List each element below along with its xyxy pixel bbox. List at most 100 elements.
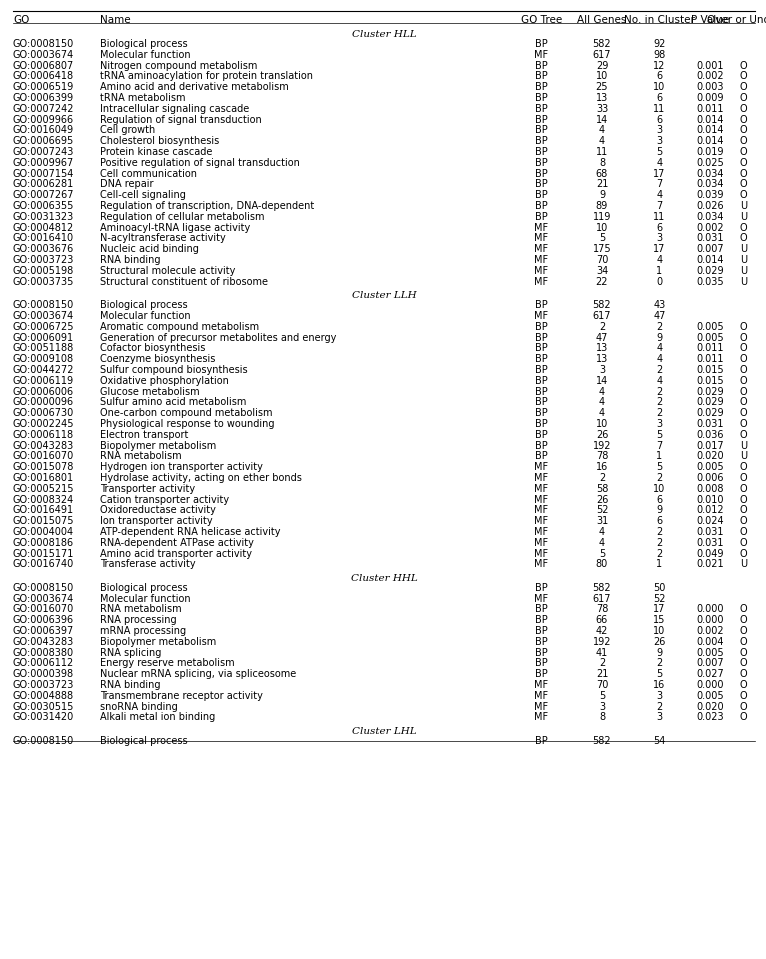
Text: 14: 14 bbox=[596, 115, 608, 125]
Text: 0.010: 0.010 bbox=[696, 495, 724, 504]
Text: GO:0000398: GO:0000398 bbox=[13, 669, 74, 679]
Text: 617: 617 bbox=[593, 311, 611, 321]
Text: BP: BP bbox=[535, 452, 548, 461]
Text: O: O bbox=[740, 430, 748, 440]
Text: GO:0006807: GO:0006807 bbox=[13, 60, 74, 71]
Text: ATP-dependent RNA helicase activity: ATP-dependent RNA helicase activity bbox=[100, 526, 280, 537]
Text: 9: 9 bbox=[656, 333, 663, 342]
Text: GO:0003723: GO:0003723 bbox=[13, 255, 74, 265]
Text: MF: MF bbox=[535, 462, 548, 472]
Text: Generation of precursor metabolites and energy: Generation of precursor metabolites and … bbox=[100, 333, 336, 342]
Text: 0: 0 bbox=[656, 276, 663, 287]
Text: BP: BP bbox=[535, 212, 548, 222]
Text: GO:0006119: GO:0006119 bbox=[13, 376, 74, 386]
Text: BP: BP bbox=[535, 321, 548, 332]
Text: 17: 17 bbox=[653, 245, 666, 254]
Text: BP: BP bbox=[535, 659, 548, 668]
Text: Molecular function: Molecular function bbox=[100, 50, 191, 59]
Text: GO:0009966: GO:0009966 bbox=[13, 115, 74, 125]
Text: BP: BP bbox=[535, 376, 548, 386]
Text: 10: 10 bbox=[596, 72, 608, 82]
Text: O: O bbox=[740, 397, 748, 408]
Text: GO:0016801: GO:0016801 bbox=[13, 473, 74, 483]
Text: Protein kinase cascade: Protein kinase cascade bbox=[100, 147, 212, 157]
Text: GO:0006112: GO:0006112 bbox=[13, 659, 74, 668]
Text: BP: BP bbox=[535, 397, 548, 408]
Text: Sulfur amino acid metabolism: Sulfur amino acid metabolism bbox=[100, 397, 247, 408]
Text: GO:0008150: GO:0008150 bbox=[13, 300, 74, 310]
Text: 8: 8 bbox=[599, 713, 605, 722]
Text: 0.014: 0.014 bbox=[696, 115, 724, 125]
Text: Cation transporter activity: Cation transporter activity bbox=[100, 495, 229, 504]
Text: BP: BP bbox=[535, 409, 548, 418]
Text: 0.005: 0.005 bbox=[696, 647, 724, 658]
Text: 0.002: 0.002 bbox=[696, 626, 724, 636]
Text: O: O bbox=[740, 136, 748, 147]
Text: MF: MF bbox=[535, 483, 548, 494]
Text: 0.020: 0.020 bbox=[696, 452, 724, 461]
Text: 6: 6 bbox=[656, 115, 663, 125]
Text: Physiological response to wounding: Physiological response to wounding bbox=[100, 419, 274, 429]
Text: GO:0004004: GO:0004004 bbox=[13, 526, 74, 537]
Text: 0.006: 0.006 bbox=[696, 473, 724, 483]
Text: GO:0006118: GO:0006118 bbox=[13, 430, 74, 440]
Text: Biological process: Biological process bbox=[100, 583, 188, 593]
Text: GO:0006725: GO:0006725 bbox=[13, 321, 74, 332]
Text: 21: 21 bbox=[596, 669, 608, 679]
Text: MF: MF bbox=[535, 594, 548, 603]
Text: GO:0006695: GO:0006695 bbox=[13, 136, 74, 147]
Text: 0.026: 0.026 bbox=[696, 201, 724, 211]
Text: 2: 2 bbox=[656, 321, 663, 332]
Text: 47: 47 bbox=[653, 311, 666, 321]
Text: O: O bbox=[740, 72, 748, 82]
Text: Amino acid transporter activity: Amino acid transporter activity bbox=[100, 549, 252, 558]
Text: No. in Cluster: No. in Cluster bbox=[624, 14, 695, 25]
Text: MF: MF bbox=[535, 702, 548, 712]
Text: Transmembrane receptor activity: Transmembrane receptor activity bbox=[100, 690, 263, 701]
Text: BP: BP bbox=[535, 115, 548, 125]
Text: 4: 4 bbox=[656, 158, 663, 168]
Text: O: O bbox=[740, 483, 748, 494]
Text: BP: BP bbox=[535, 158, 548, 168]
Text: 7: 7 bbox=[656, 440, 663, 451]
Text: Cofactor biosynthesis: Cofactor biosynthesis bbox=[100, 343, 205, 353]
Text: 22: 22 bbox=[596, 276, 608, 287]
Text: 119: 119 bbox=[593, 212, 611, 222]
Text: Intracellular signaling cascade: Intracellular signaling cascade bbox=[100, 104, 249, 114]
Text: Molecular function: Molecular function bbox=[100, 311, 191, 321]
Text: MF: MF bbox=[535, 538, 548, 548]
Text: BP: BP bbox=[535, 179, 548, 190]
Text: GO:0031323: GO:0031323 bbox=[13, 212, 74, 222]
Text: O: O bbox=[740, 626, 748, 636]
Text: 29: 29 bbox=[596, 60, 608, 71]
Text: 0.023: 0.023 bbox=[696, 713, 724, 722]
Text: BP: BP bbox=[535, 736, 548, 746]
Text: 89: 89 bbox=[596, 201, 608, 211]
Text: GO:0004812: GO:0004812 bbox=[13, 222, 74, 233]
Text: snoRNA binding: snoRNA binding bbox=[100, 702, 178, 712]
Text: 3: 3 bbox=[656, 690, 663, 701]
Text: 0.025: 0.025 bbox=[696, 158, 724, 168]
Text: 0.029: 0.029 bbox=[696, 409, 724, 418]
Text: GO:0006006: GO:0006006 bbox=[13, 386, 74, 396]
Text: 5: 5 bbox=[656, 669, 663, 679]
Text: 11: 11 bbox=[653, 212, 666, 222]
Text: 0.015: 0.015 bbox=[696, 376, 724, 386]
Text: 0.034: 0.034 bbox=[696, 212, 724, 222]
Text: 0.005: 0.005 bbox=[696, 462, 724, 472]
Text: 0.034: 0.034 bbox=[696, 169, 724, 178]
Text: MF: MF bbox=[535, 559, 548, 570]
Text: 4: 4 bbox=[599, 126, 605, 135]
Text: 2: 2 bbox=[599, 473, 605, 483]
Text: 1: 1 bbox=[656, 266, 663, 276]
Text: GO:0009967: GO:0009967 bbox=[13, 158, 74, 168]
Text: 3: 3 bbox=[599, 702, 605, 712]
Text: 92: 92 bbox=[653, 39, 666, 49]
Text: GO:0006519: GO:0006519 bbox=[13, 82, 74, 92]
Text: O: O bbox=[740, 158, 748, 168]
Text: O: O bbox=[740, 462, 748, 472]
Text: Over or Under: Over or Under bbox=[706, 14, 766, 25]
Text: GO:0006396: GO:0006396 bbox=[13, 616, 74, 625]
Text: 0.007: 0.007 bbox=[696, 659, 724, 668]
Text: GO:0006397: GO:0006397 bbox=[13, 626, 74, 636]
